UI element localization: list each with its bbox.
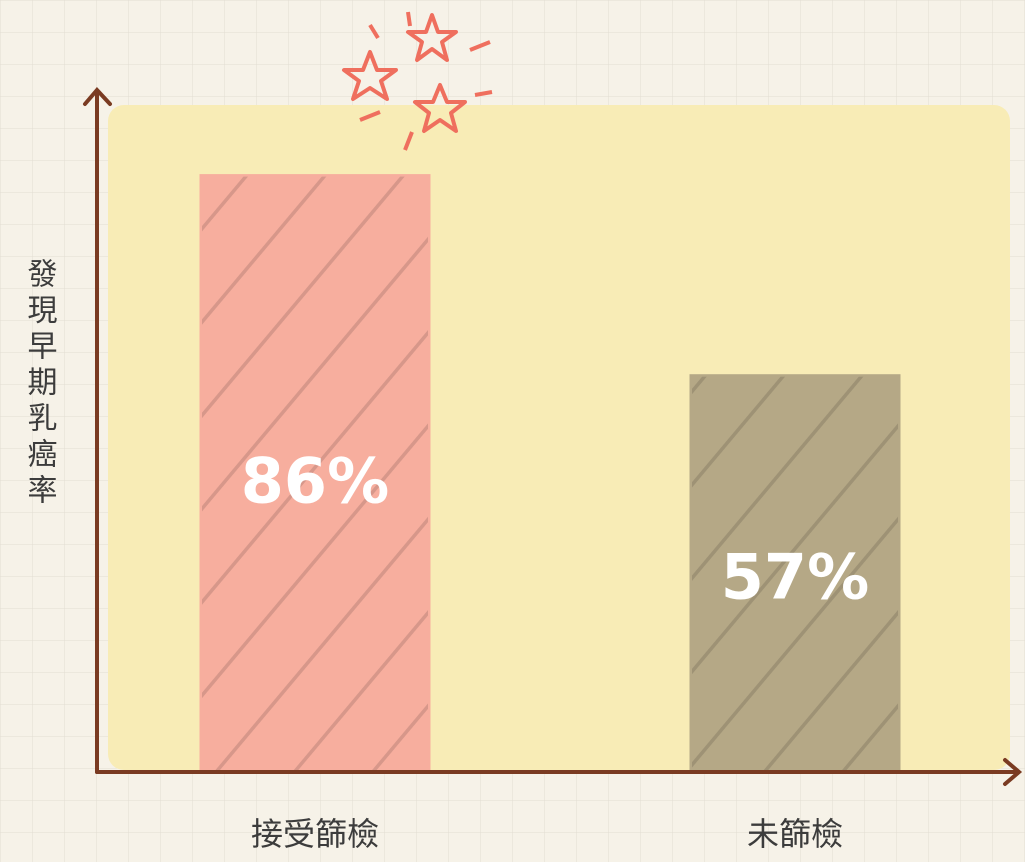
x-tick-label: 未篩檢 bbox=[747, 815, 843, 853]
value-label: 57% bbox=[721, 540, 869, 613]
x-tick-label: 接受篩檢 bbox=[251, 815, 379, 853]
y-axis-label: 發現早期乳癌率 bbox=[22, 258, 58, 510]
chart: 發現早期乳癌率 接受篩檢 86% 未篩檢 57% bbox=[0, 0, 1025, 862]
page: 發現早期乳癌率 接受篩檢86%未篩檢57% (() => { const dat… bbox=[0, 0, 1025, 862]
value-label: 86% bbox=[241, 444, 389, 517]
